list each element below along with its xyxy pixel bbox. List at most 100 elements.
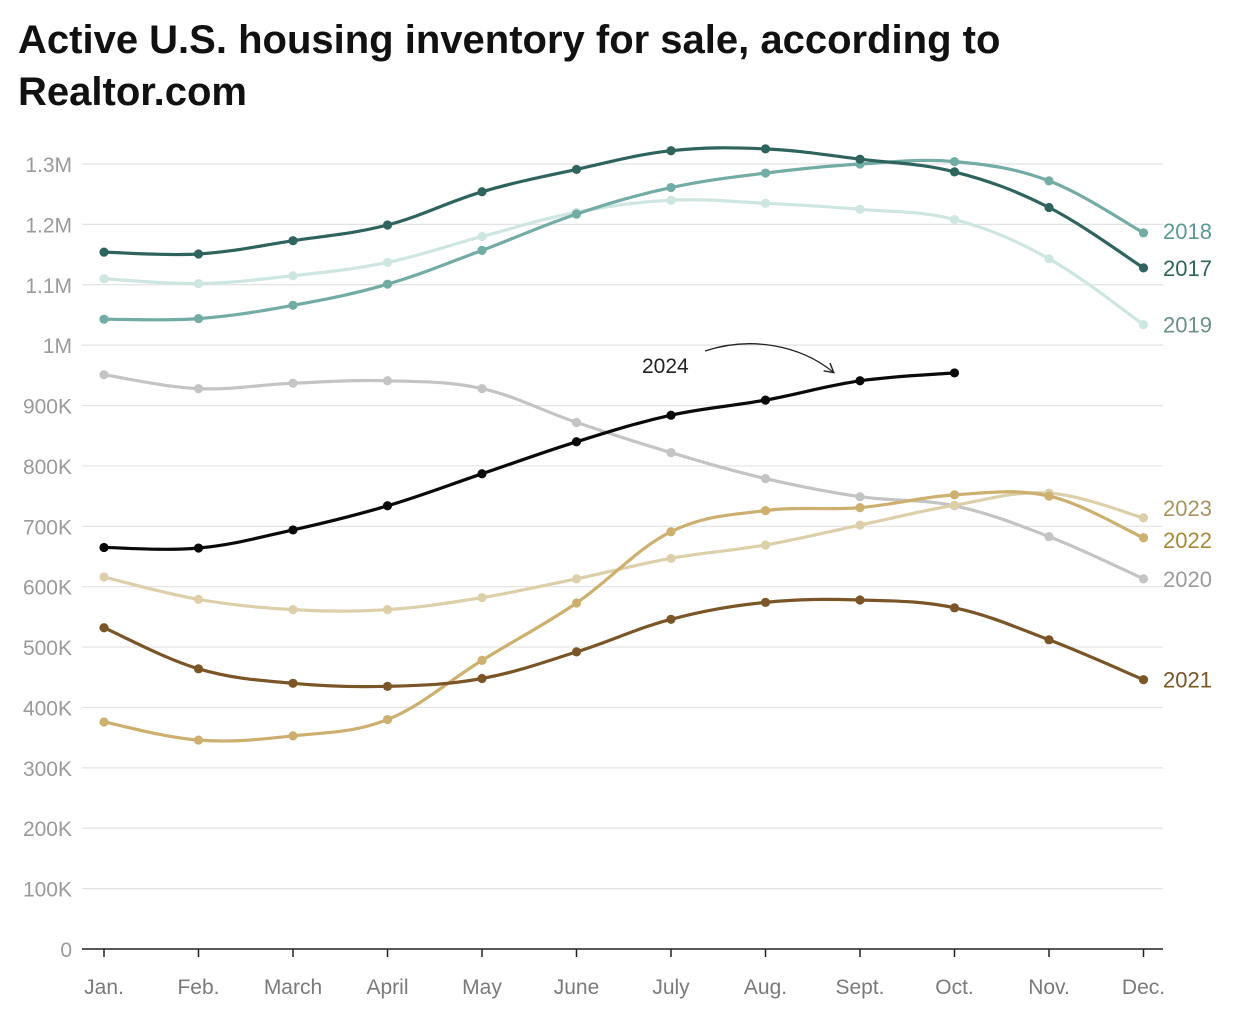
data-point-2019 — [288, 271, 298, 281]
x-tick-label: Nov. — [1028, 976, 1070, 999]
data-point-2021 — [855, 595, 865, 605]
series-label-2020: 2020 — [1163, 567, 1212, 592]
data-point-2024 — [99, 542, 109, 553]
data-point-2019 — [760, 198, 771, 208]
data-point-2023 — [382, 605, 393, 615]
series-line-2019 — [102, 198, 1146, 327]
data-point-2019 — [949, 214, 960, 225]
data-point-2024 — [855, 376, 865, 386]
data-point-2019 — [1044, 254, 1054, 264]
series-labels: 2019 2018 2017 2020 2023 2022 2021 — [1163, 219, 1212, 693]
data-point-2017 — [382, 220, 393, 230]
annotation-arrow — [704, 343, 835, 374]
data-point-2018 — [288, 300, 298, 310]
series-2020 — [99, 370, 1149, 584]
data-point-2022 — [855, 502, 865, 513]
series-line-2023 — [102, 491, 1146, 613]
y-tick-label: 1.1M — [25, 275, 72, 298]
y-tick-label: 100K — [23, 879, 72, 902]
y-tick-label: 400K — [23, 697, 72, 720]
data-point-2023 — [288, 605, 298, 615]
data-point-2021 — [1044, 635, 1054, 645]
y-axis-ticks: 0 100K 200K 300K 400K 500K 600K 700K 800K 900K 1M 1… — [23, 154, 72, 962]
series-lines — [99, 144, 1149, 745]
y-tick-label: 300K — [23, 758, 72, 781]
y-tick-label: 900K — [23, 396, 72, 419]
data-point-2024 — [477, 469, 487, 479]
data-point-2020 — [855, 492, 865, 502]
data-point-2022 — [99, 717, 109, 727]
series-2017 — [99, 144, 1149, 273]
data-point-2018 — [477, 245, 487, 255]
data-point-2017 — [193, 249, 204, 259]
data-point-2022 — [477, 655, 487, 665]
data-point-2024 — [193, 543, 204, 553]
series-line-2024 — [102, 371, 957, 551]
series-label-2019: 2019 — [1163, 313, 1212, 338]
data-point-2018 — [193, 313, 204, 324]
data-point-2022 — [1044, 491, 1054, 501]
data-point-2018 — [760, 168, 771, 178]
data-point-2017 — [1138, 263, 1149, 273]
data-point-2023 — [666, 553, 676, 563]
series-label-2023: 2023 — [1163, 496, 1212, 521]
series-2024 — [99, 368, 960, 553]
x-axis: Jan. Feb. March April May June July Aug. Sept. Oc… — [82, 948, 1165, 999]
x-tick-label: Dec. — [1122, 976, 1165, 999]
data-point-2023 — [855, 520, 865, 530]
data-point-2024 — [666, 410, 676, 420]
series-label-2018: 2018 — [1163, 219, 1212, 244]
data-point-2017 — [477, 187, 487, 197]
data-point-2020 — [760, 474, 771, 484]
annotations: 2024 — [642, 343, 835, 378]
x-tick-label: Oct. — [935, 976, 974, 999]
data-point-2019 — [99, 274, 109, 284]
series-line-2021 — [102, 597, 1146, 689]
x-tick-label: June — [554, 976, 600, 999]
data-point-2018 — [382, 279, 393, 289]
data-point-2020 — [99, 370, 109, 380]
data-point-2022 — [571, 598, 582, 608]
series-2019 — [99, 195, 1149, 330]
data-point-2024 — [382, 501, 393, 511]
data-point-2019 — [1138, 320, 1149, 330]
data-point-2017 — [99, 247, 109, 257]
data-point-2018 — [666, 182, 676, 193]
data-point-2022 — [666, 527, 676, 537]
series-2023 — [99, 488, 1149, 615]
x-tick-label: Sept. — [835, 976, 884, 999]
y-tick-label: 1.2M — [25, 214, 72, 237]
data-point-2019 — [855, 204, 865, 214]
data-point-2017 — [571, 164, 582, 175]
data-point-2023 — [99, 572, 109, 582]
data-point-2017 — [949, 167, 960, 177]
x-tick-label: Feb. — [177, 976, 219, 999]
data-point-2018 — [1044, 176, 1054, 186]
x-tick-label: July — [652, 976, 690, 999]
data-point-2020 — [1138, 574, 1149, 584]
series-line-2020 — [102, 373, 1146, 581]
data-point-2021 — [193, 664, 204, 674]
y-tick-label: 200K — [23, 818, 72, 841]
data-point-2018 — [949, 156, 960, 167]
data-point-2017 — [666, 146, 676, 156]
data-point-2023 — [1138, 513, 1149, 523]
data-point-2021 — [571, 647, 582, 657]
data-point-2020 — [193, 384, 204, 394]
data-point-2018 — [571, 209, 582, 219]
x-tick-label: April — [366, 976, 408, 999]
data-point-2021 — [477, 673, 487, 684]
data-point-2021 — [666, 614, 676, 624]
series-2022 — [99, 490, 1149, 745]
x-tick-label: May — [462, 976, 502, 999]
data-point-2023 — [760, 540, 771, 550]
data-point-2021 — [949, 603, 960, 613]
data-point-2021 — [99, 623, 109, 633]
y-tick-label: 800K — [23, 456, 72, 479]
series-label-2022: 2022 — [1163, 528, 1212, 553]
data-point-2023 — [949, 500, 960, 510]
data-point-2017 — [1044, 202, 1054, 213]
chart-title: Active U.S. housing inventory for sale, … — [18, 18, 1001, 114]
data-point-2022 — [288, 731, 298, 741]
